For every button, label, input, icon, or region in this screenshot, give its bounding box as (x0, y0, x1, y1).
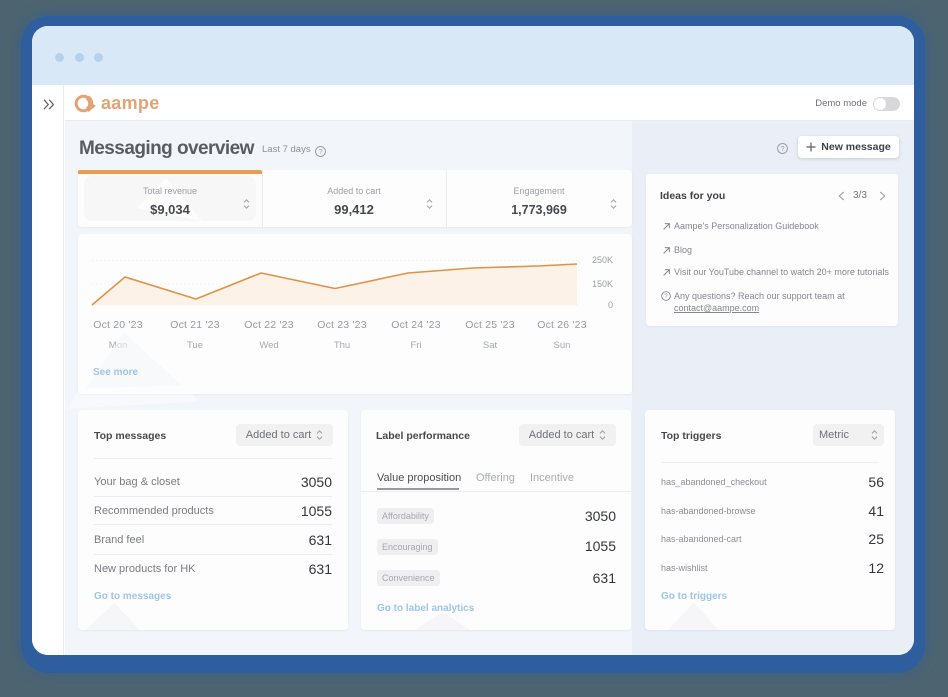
svg-text:?: ? (664, 293, 668, 300)
svg-text:?: ? (780, 144, 784, 153)
svg-text:?: ? (318, 147, 322, 156)
